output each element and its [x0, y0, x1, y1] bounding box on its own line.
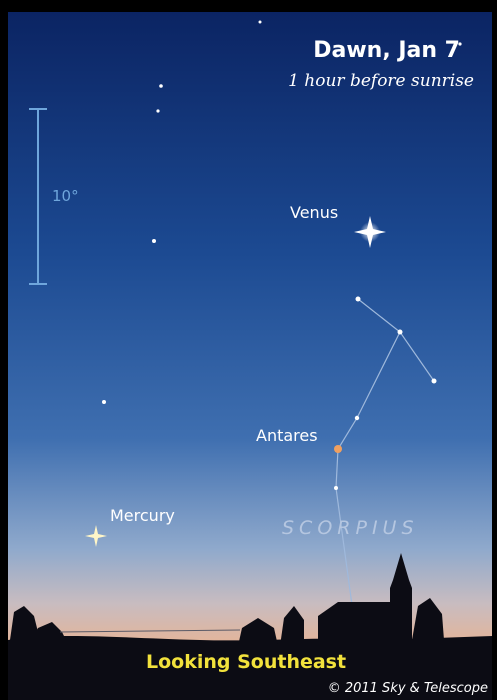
credit: © 2011 Sky & Telescope — [328, 681, 488, 696]
star — [152, 239, 156, 243]
star — [356, 297, 361, 302]
object-label: Venus — [290, 203, 338, 222]
object-label: Antares — [256, 426, 318, 445]
sky-chart: Dawn, Jan 7 1 hour before sunrise 10° Ve… — [0, 0, 497, 700]
star — [398, 330, 403, 335]
direction-label: Looking Southeast — [146, 651, 346, 673]
page: Dawn, Jan 7 1 hour before sunrise 10° Ve… — [0, 0, 497, 700]
star — [159, 84, 163, 88]
star — [102, 400, 106, 404]
star — [432, 379, 437, 384]
subtitle: 1 hour before sunrise — [288, 71, 474, 91]
title: Dawn, Jan 7 — [313, 38, 460, 63]
object-label: Mercury — [110, 506, 175, 525]
star — [259, 21, 262, 24]
star — [156, 109, 159, 112]
antares-star — [334, 445, 342, 453]
scale-label: 10° — [52, 187, 79, 205]
star — [334, 486, 338, 490]
sky — [8, 12, 492, 700]
star — [355, 416, 359, 420]
church-body — [318, 616, 390, 650]
constellation-label: SCORPIUS — [282, 517, 419, 539]
